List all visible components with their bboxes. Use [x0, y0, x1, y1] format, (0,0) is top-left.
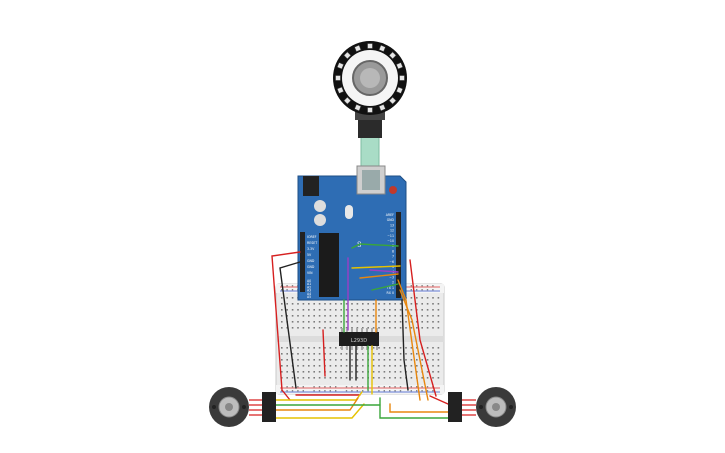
pin-label: GND — [307, 259, 315, 263]
motor-driver-chip: L293D — [339, 328, 379, 350]
ring-leds — [335, 43, 405, 113]
pin-label: IOREF — [307, 235, 317, 239]
pin-label: RESET — [307, 241, 317, 245]
pin-label: AREF — [386, 213, 394, 217]
pin-label: A0 — [307, 279, 311, 283]
pin-label: ~6 — [389, 260, 394, 264]
pin-label: VIN — [307, 271, 313, 275]
pin-label: 7 — [392, 255, 394, 259]
usb-cable — [355, 110, 385, 175]
encoder-ring — [333, 41, 407, 115]
dc-motor-right — [448, 387, 516, 427]
dc-motor-left — [209, 387, 276, 427]
pin-label: ~10 — [387, 239, 394, 243]
pin-label: GND — [387, 218, 395, 222]
pin-label: A3 — [307, 289, 311, 293]
pin-label: A5 — [307, 295, 311, 299]
pin-label: A1 — [307, 282, 311, 286]
pin-label: 8 — [392, 249, 394, 253]
pin-label: ~3 — [389, 275, 394, 279]
power-header: IOREF RESET 3.3V 5V GND GND VIN — [307, 235, 317, 275]
pin-label: A4 — [307, 292, 311, 296]
chip-label: L293D — [351, 338, 367, 344]
pin-label: RX 0 — [387, 291, 394, 295]
pin-label: 3.3V — [307, 247, 315, 251]
pin-label: GND — [307, 265, 315, 269]
pin-label: 2 — [392, 281, 394, 285]
pin-label: 12 — [390, 229, 394, 233]
pin-label: TX 1 — [386, 286, 394, 290]
pin-label: 13 — [390, 223, 394, 227]
pin-label: A2 — [307, 285, 311, 289]
pin-label: 5V — [307, 253, 312, 257]
wires — [271, 243, 449, 419]
pin-label: ~11 — [387, 234, 394, 238]
